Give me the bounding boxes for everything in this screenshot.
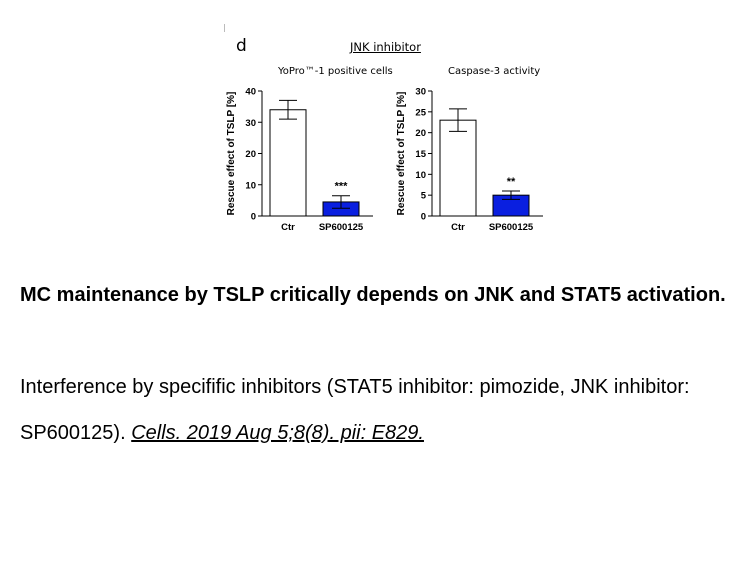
y-tick-label: 0 <box>251 212 256 223</box>
figure-corner-mark <box>224 24 225 32</box>
chart-caspase: Caspase-3 activity Rescue effect of TSLP … <box>396 66 543 233</box>
y-tick-label: 10 <box>415 170 426 181</box>
chart-yopro: YoPro™-1 positive cells Rescue effect of … <box>226 66 393 233</box>
y-tick-label: 25 <box>415 107 426 118</box>
caption-body-text: Interference by specifific inhibitors (S… <box>20 376 690 444</box>
x-tick-label: Ctr <box>281 222 295 233</box>
significance-label: *** <box>335 181 349 193</box>
x-tick-label: SP600125 <box>489 222 534 233</box>
x-tick-label: SP600125 <box>319 222 364 233</box>
panel-letter: d <box>236 36 247 56</box>
caption-body: Interference by specifific inhibitors (S… <box>20 364 750 456</box>
x-tick-label: Ctr <box>451 222 465 233</box>
y-tick-label: 30 <box>415 87 426 98</box>
citation-link[interactable]: Cells. 2019 Aug 5;8(8). pii: E829. <box>131 422 424 444</box>
y-tick-label: 5 <box>421 191 427 202</box>
bar <box>269 109 307 217</box>
y-tick-label: 20 <box>245 149 256 160</box>
y-axis-label: Rescue effect of TSLP [%] <box>226 92 237 216</box>
chart-title: Caspase-3 activity <box>448 66 540 77</box>
y-axis-label: Rescue effect of TSLP [%] <box>396 92 407 216</box>
y-tick-label: 0 <box>421 212 426 223</box>
caption-heading: MC maintenance by TSLP critically depend… <box>20 284 726 306</box>
y-tick-label: 15 <box>415 149 426 160</box>
figure-title: JNK inhibitor <box>350 40 421 54</box>
chart-title: YoPro™-1 positive cells <box>277 66 393 77</box>
y-tick-label: 20 <box>415 128 426 139</box>
significance-label: ** <box>507 176 516 188</box>
y-tick-label: 10 <box>245 180 256 191</box>
y-tick-label: 40 <box>245 87 256 98</box>
bar <box>439 119 477 217</box>
figure-panel: d JNK inhibitor YoPro™-1 positive cells R… <box>220 24 550 238</box>
y-tick-label: 30 <box>245 118 256 129</box>
